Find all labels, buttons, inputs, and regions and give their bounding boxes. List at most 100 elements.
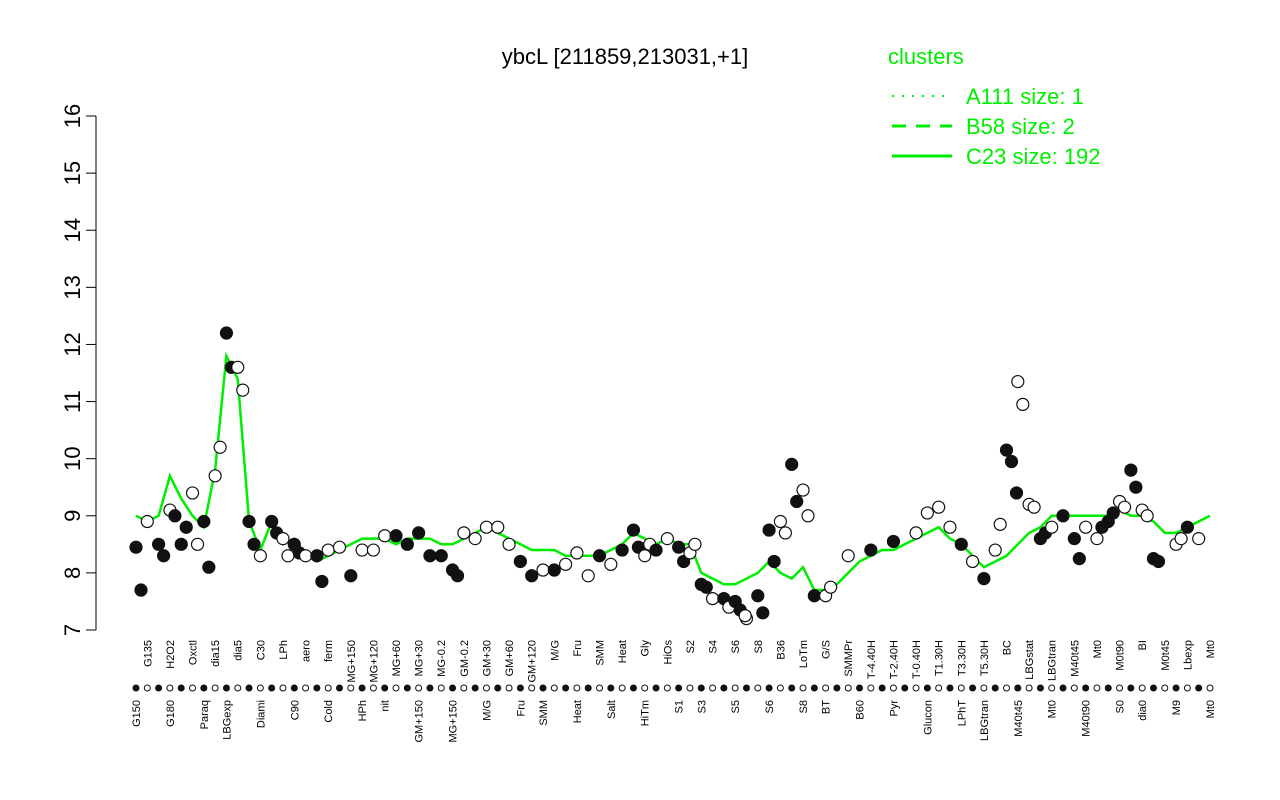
- x-tick-mark: [788, 684, 796, 692]
- legend-label-b58: B58 size: 2: [966, 114, 1075, 139]
- x-tick-label-lower: nit: [380, 700, 392, 712]
- y-tick-label: 7: [60, 624, 85, 636]
- x-tick-label: T-0.40H: [911, 640, 923, 679]
- x-tick-mark: [245, 684, 253, 692]
- x-tick-label-lower: Salt: [606, 700, 618, 719]
- x-tick-label: G/S: [821, 640, 833, 659]
- x-tick-label-lower: LBGexp: [221, 700, 233, 740]
- data-point: [265, 514, 279, 529]
- x-tick-mark: [946, 684, 954, 692]
- data-point: [807, 589, 821, 603]
- data-point: [253, 549, 267, 563]
- legend-title: clusters: [888, 44, 964, 69]
- data-point: [762, 523, 776, 537]
- data-point: [796, 483, 810, 497]
- x-tick-label: MG+120: [368, 640, 380, 683]
- x-tick-mark: [742, 684, 750, 692]
- x-tick-label: GM+120: [527, 640, 539, 683]
- x-tick-label: Lbexp: [1182, 640, 1194, 670]
- data-point: [152, 537, 166, 551]
- x-tick-label: SMM: [595, 640, 607, 666]
- x-tick-mark: [1161, 684, 1169, 692]
- x-tick-mark: [969, 684, 977, 692]
- x-tick-mark: [166, 684, 174, 692]
- data-point: [977, 571, 991, 586]
- x-tick-mark: [302, 684, 310, 692]
- y-tick-label: 12: [60, 332, 85, 356]
- legend-label-a111: A111 size: 1: [966, 84, 1084, 109]
- x-tick-label: S2: [685, 640, 697, 653]
- x-tick-mark: [1048, 684, 1056, 692]
- x-tick-mark: [1070, 684, 1078, 692]
- x-tick-mark: [596, 684, 604, 692]
- x-tick-label: HiOs: [662, 640, 674, 665]
- x-tick-label: ferm: [323, 640, 335, 662]
- x-tick-label: G135: [142, 640, 154, 667]
- x-tick-label: MG+60: [391, 640, 403, 676]
- x-tick-label: MG-0.2: [436, 640, 448, 677]
- data-point: [1045, 520, 1059, 534]
- y-tick-label: 16: [60, 104, 85, 128]
- x-tick-mark: [810, 684, 818, 692]
- x-tick-mark: [991, 684, 999, 692]
- x-tick-mark: [980, 684, 988, 692]
- x-tick-label: M40t45: [1069, 640, 1081, 677]
- x-tick-mark: [1059, 684, 1067, 692]
- x-tick-label-lower: M40t90: [1081, 700, 1093, 737]
- x-tick-mark: [1172, 684, 1180, 692]
- data-point: [536, 563, 550, 577]
- x-tick-label-lower: BT: [821, 700, 833, 714]
- x-tick-label-lower: dia0: [1137, 700, 1149, 721]
- x-tick-mark: [607, 684, 615, 692]
- x-tick-mark: [709, 684, 717, 692]
- x-tick-label: T-4.40H: [866, 640, 878, 679]
- data-point: [1106, 506, 1120, 520]
- data-point: [592, 549, 607, 563]
- data-point: [502, 537, 516, 551]
- x-tick-mark: [867, 684, 875, 692]
- y-tick-label: 15: [60, 161, 85, 185]
- data-point: [932, 500, 946, 514]
- data-point: [457, 526, 471, 540]
- x-tick-label-lower: M9: [1171, 700, 1183, 715]
- x-tick-mark: [471, 684, 479, 692]
- legend-label-c23: C23 size: 192: [966, 144, 1101, 169]
- x-tick-mark: [1138, 684, 1146, 692]
- data-point: [332, 540, 347, 554]
- data-point: [355, 543, 369, 557]
- data-point: [801, 509, 815, 523]
- data-point: [242, 514, 256, 529]
- x-tick-label-lower: G150: [131, 700, 143, 727]
- x-tick-label: T-2.40H: [888, 640, 900, 679]
- x-tick-label: LoTm: [798, 640, 810, 668]
- data-point: [1027, 500, 1041, 514]
- x-tick-mark: [912, 684, 920, 692]
- data-point: [864, 543, 878, 557]
- data-point: [570, 546, 584, 560]
- x-tick-label-lower: LBGtran: [979, 700, 991, 741]
- data-point: [699, 580, 713, 594]
- data-point: [841, 549, 855, 563]
- data-point: [954, 537, 968, 551]
- x-tick-mark: [324, 684, 332, 692]
- x-tick-label-lower: GM+150: [414, 700, 426, 743]
- data-point: [1124, 463, 1138, 477]
- x-tick-mark: [799, 684, 807, 692]
- x-tick-mark: [957, 684, 965, 692]
- data-point: [344, 569, 358, 583]
- data-point: [688, 537, 702, 551]
- x-tick-label: BI: [1137, 640, 1149, 650]
- x-tick-mark: [516, 684, 524, 692]
- data-point: [920, 506, 934, 520]
- data-point: [1067, 532, 1081, 546]
- data-point: [168, 509, 182, 523]
- x-tick-mark: [1093, 684, 1101, 692]
- x-tick-mark: [200, 684, 208, 692]
- data-point: [778, 526, 793, 540]
- x-tick-label-lower: Heat: [572, 700, 584, 723]
- data-point: [1095, 520, 1109, 534]
- x-tick-mark: [460, 684, 468, 692]
- x-tick-label: M0t45: [1160, 640, 1172, 671]
- x-tick-label: GM-0.2: [459, 640, 471, 677]
- x-tick-mark: [641, 684, 649, 692]
